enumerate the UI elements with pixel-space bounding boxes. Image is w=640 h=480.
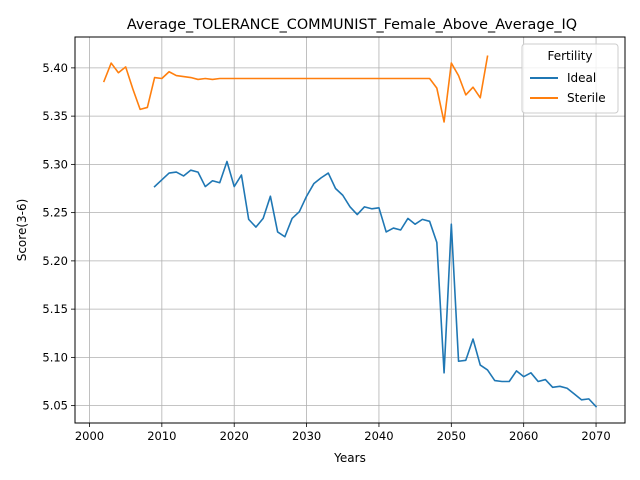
y-tick-label: 5.25 [42, 206, 68, 220]
legend-box [521, 43, 619, 114]
series-line-sterile [102, 55, 489, 123]
y-tick-label: 5.10 [42, 350, 68, 364]
x-tick-label: 2000 [75, 429, 104, 443]
x-tick-label: 2070 [581, 429, 610, 443]
x-tick-label: 2060 [509, 429, 538, 443]
y-tick-label: 5.30 [42, 157, 68, 171]
x-tick-label: 2020 [220, 429, 249, 443]
legend: Fertility Ideal Sterile [521, 43, 619, 114]
legend-title: Fertility [547, 49, 592, 63]
series-group [102, 55, 598, 408]
legend-label-sterile: Sterile [567, 91, 606, 105]
chart-title: Average_TOLERANCE_COMMUNIST_Female_Above… [127, 17, 577, 33]
y-tick-label: 5.20 [42, 254, 68, 268]
axis-ticks: 2000 2010 2020 2030 2040 2050 2060 2070 5.05 5.10… [42, 61, 610, 443]
y-tick-label: 5.15 [42, 302, 68, 316]
x-tick-label: 2040 [364, 429, 393, 443]
y-tick-label: 5.05 [42, 399, 68, 413]
x-axis-label: Years [333, 451, 366, 465]
y-tick-label: 5.40 [42, 61, 68, 75]
y-axis-label: Score(3-6) [15, 199, 29, 262]
series-line-ideal [153, 160, 598, 408]
y-tick-label: 5.35 [42, 109, 68, 123]
plot-frame [74, 36, 626, 424]
x-tick-label: 2050 [437, 429, 466, 443]
x-tick-label: 2010 [147, 429, 176, 443]
x-tick-label: 2030 [292, 429, 321, 443]
legend-label-ideal: Ideal [567, 71, 596, 85]
